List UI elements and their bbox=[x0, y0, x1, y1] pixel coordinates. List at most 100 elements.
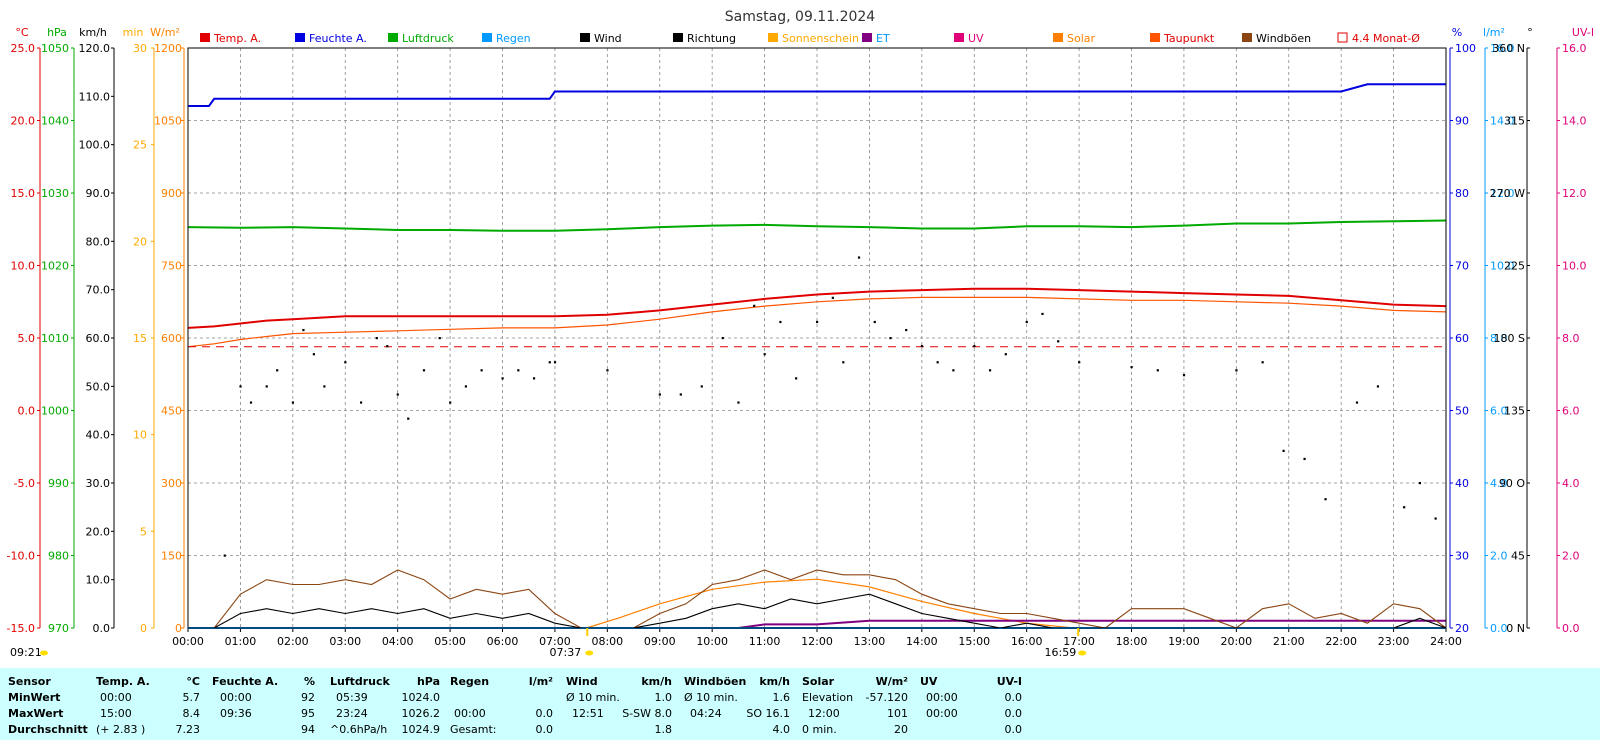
axis-tick-label: 6.0 bbox=[1562, 405, 1580, 418]
stats-cell: 1026.2 bbox=[401, 707, 441, 720]
stats-cell: 101 bbox=[887, 707, 908, 720]
time-tick-label: 17:00 bbox=[1063, 635, 1095, 648]
stats-header-uv: UV bbox=[920, 675, 938, 688]
legend-swatch bbox=[388, 33, 398, 42]
axis-tick-label: 120.0 bbox=[79, 42, 111, 55]
direction-point bbox=[1025, 320, 1028, 324]
direction-point bbox=[905, 328, 908, 332]
axis-tick-label: 15 bbox=[133, 332, 147, 345]
stats-cell: Gesamt: bbox=[450, 723, 497, 736]
stats-cell: Ø 10 min. bbox=[684, 691, 738, 704]
legend-swatch bbox=[1337, 32, 1348, 43]
direction-point bbox=[553, 361, 557, 364]
direction-point bbox=[302, 328, 305, 332]
axis-tick-label: 16.0 bbox=[1562, 42, 1587, 55]
stats-cell: 05:39 bbox=[336, 691, 368, 704]
stats-header-gusts: Windböen bbox=[684, 675, 747, 688]
right-axes: % 100 90 80 70 60 50 40 30 20 l/m² 16.0 14.0 12.0 10.0… bbox=[1449, 26, 1594, 635]
direction-point bbox=[857, 256, 861, 259]
direction-point bbox=[920, 345, 924, 348]
direction-point bbox=[606, 369, 609, 372]
sunset-label: 16:59 bbox=[1045, 646, 1077, 659]
stats-cell: 00:00 bbox=[100, 691, 132, 704]
legend-label: Feuchte A. bbox=[309, 32, 367, 45]
time-tick-label: 10:00 bbox=[696, 635, 728, 648]
grid bbox=[188, 48, 1446, 628]
axis-unit-wind: km/h bbox=[79, 26, 107, 39]
direction-points bbox=[223, 256, 1437, 557]
series-feuchte-a- bbox=[188, 83, 1446, 107]
legend-swatch bbox=[768, 33, 778, 42]
axis-tick-label: 12.0 bbox=[1490, 187, 1515, 200]
direction-point bbox=[1261, 361, 1264, 364]
legend-swatch bbox=[295, 33, 305, 42]
stats-header-uv-unit: UV-I bbox=[996, 675, 1022, 688]
direction-point bbox=[842, 361, 845, 364]
axis-tick-label: 0.0 bbox=[93, 622, 111, 635]
stats-cell: 92 bbox=[301, 691, 315, 704]
axis-tick-label: -15.0 bbox=[7, 622, 35, 635]
axis-tick-label: 80 bbox=[1455, 187, 1469, 200]
legend-label: UV bbox=[968, 32, 984, 45]
direction-point bbox=[1235, 369, 1238, 372]
stats-table: Sensor Temp. A. °C Feuchte A. % Luftdruc… bbox=[0, 668, 1600, 740]
direction-point bbox=[501, 377, 504, 380]
direction-point bbox=[407, 417, 410, 420]
marker-left-time: 09:21 bbox=[10, 646, 48, 659]
axis-tick-label: 60.0 bbox=[86, 332, 111, 345]
direction-point bbox=[386, 345, 389, 348]
axis-unit-direction: ° bbox=[1527, 26, 1533, 39]
direction-point bbox=[700, 385, 703, 388]
legend-label: ET bbox=[876, 32, 890, 45]
left-time-label: 09:21 bbox=[10, 646, 42, 659]
axis-tick-label: 100 bbox=[1455, 42, 1476, 55]
axis-tick-label: 0.0 bbox=[18, 405, 36, 418]
axis-tick-label: 20.0 bbox=[11, 115, 36, 128]
stats-cell: 1024.0 bbox=[401, 691, 441, 704]
axis-tick-label: 135 bbox=[1504, 405, 1525, 418]
direction-point bbox=[952, 369, 955, 372]
axis-tick-label: 80.0 bbox=[86, 235, 111, 248]
stats-header-rain-unit: l/m² bbox=[528, 675, 553, 688]
direction-point bbox=[1303, 457, 1306, 461]
stats-cell: 5.7 bbox=[182, 691, 201, 704]
axis-tick-label: 315 bbox=[1504, 115, 1525, 128]
direction-point bbox=[1403, 506, 1406, 509]
direction-point bbox=[763, 353, 766, 356]
stats-cell: 00:00 bbox=[454, 707, 486, 720]
axis-tick-label: 40 bbox=[1455, 477, 1469, 490]
legend-label: Taupunkt bbox=[1163, 32, 1215, 45]
stats-row-label: Durchschnitt bbox=[8, 723, 88, 736]
direction-point bbox=[1130, 366, 1133, 369]
axis-tick-label: 90.0 bbox=[86, 187, 111, 200]
stats-cell: 20 bbox=[894, 723, 908, 736]
direction-point bbox=[449, 401, 452, 404]
time-tick-label: 05:00 bbox=[434, 635, 466, 648]
stats-header-wind-unit: km/h bbox=[641, 675, 672, 688]
time-tick-label: 11:00 bbox=[749, 635, 781, 648]
axis-tick-label: 970 bbox=[48, 622, 69, 635]
axis-tick-label: 16.0 bbox=[1490, 42, 1515, 55]
stats-row-label: MaxWert bbox=[8, 707, 64, 720]
axis-tick-label: 30 bbox=[133, 42, 147, 55]
axis-tick-label: 225 bbox=[1504, 260, 1525, 273]
time-tick-label: 23:00 bbox=[1378, 635, 1410, 648]
axis-unit-temp: °C bbox=[15, 26, 29, 39]
direction-point bbox=[517, 369, 520, 372]
direction-point bbox=[359, 401, 363, 404]
stats-header-wind: Wind bbox=[566, 675, 598, 688]
direction-point bbox=[239, 385, 242, 388]
axis-unit-solar: W/m² bbox=[150, 26, 180, 39]
stats-cell: 0.0 bbox=[535, 723, 554, 736]
axis-tick-label: 990 bbox=[48, 477, 69, 490]
axis-tick-label: 25 bbox=[133, 139, 147, 152]
stats-header-humidity: Feuchte A. bbox=[212, 675, 279, 688]
axis-unit-humidity: % bbox=[1452, 26, 1462, 39]
stats-cell: 94 bbox=[301, 723, 315, 736]
stats-header-solar: Solar bbox=[802, 675, 835, 688]
legend-swatch bbox=[673, 33, 683, 42]
stats-cell: 7.23 bbox=[175, 723, 201, 736]
time-tick-label: 16:00 bbox=[1011, 635, 1043, 648]
direction-point bbox=[265, 385, 268, 388]
axis-tick-label: 6.0 bbox=[1490, 405, 1508, 418]
